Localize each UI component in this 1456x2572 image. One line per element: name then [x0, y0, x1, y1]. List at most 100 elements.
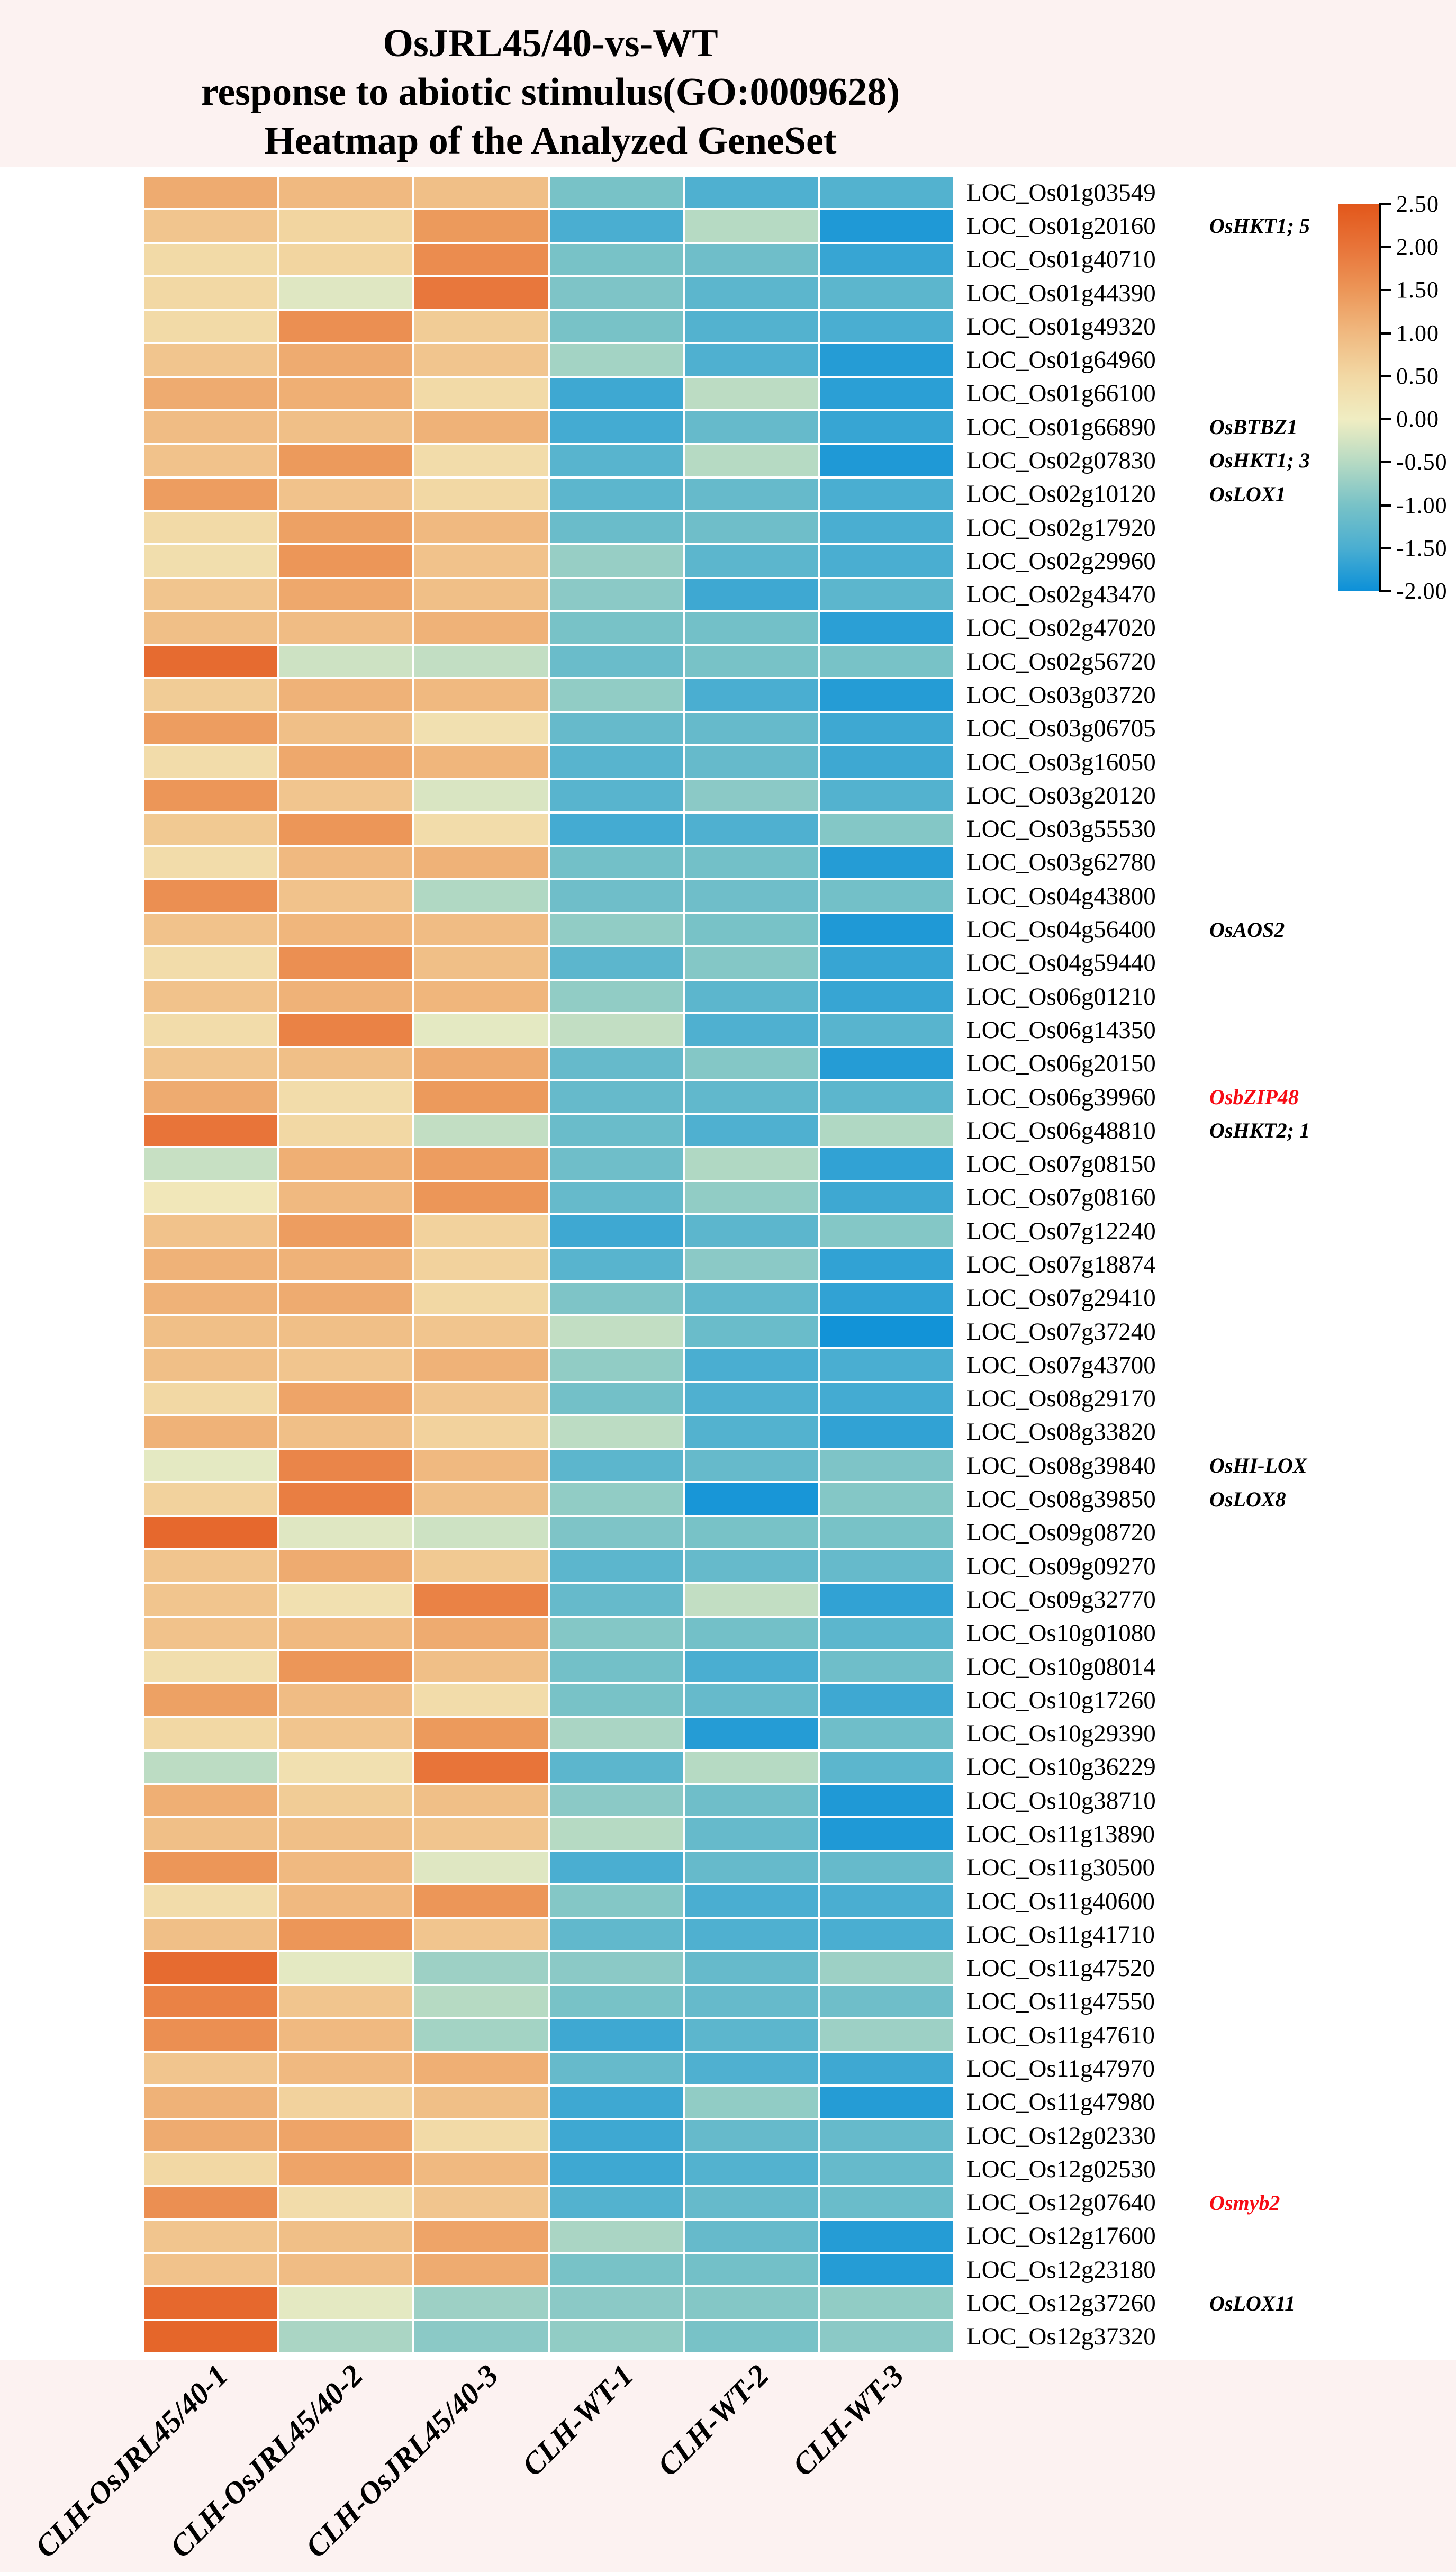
row-label: LOC_Os03g55530 [966, 815, 1156, 843]
row-label: LOC_Os01g49320 [966, 312, 1156, 340]
heatmap-cell [819, 376, 954, 411]
row-label: LOC_Os10g17260 [966, 1686, 1156, 1714]
heatmap-cell [819, 1750, 954, 1784]
heatmap-cell [819, 1851, 954, 1884]
heatmap-cell [684, 1214, 819, 1248]
heatmap-cell [819, 1683, 954, 1717]
heatmap-cell [548, 410, 684, 444]
heatmap-cell [548, 678, 684, 712]
heatmap-cell [143, 376, 278, 411]
colorbar-tick-mark [1380, 547, 1391, 549]
heatmap-cell [413, 2253, 549, 2287]
gene-annotation: OsbZIP48 [1209, 1085, 1299, 1109]
heatmap-cell [413, 1616, 549, 1650]
heatmap-cell [548, 2286, 684, 2320]
heatmap-cell [548, 176, 684, 210]
gene-annotation: OsAOS2 [1209, 917, 1285, 942]
heatmap-cell [548, 2085, 684, 2119]
heatmap-cell [413, 1583, 549, 1617]
heatmap-cell [143, 1549, 278, 1583]
row-label: LOC_Os01g40710 [966, 246, 1156, 274]
heatmap-cell [548, 477, 684, 511]
heatmap-cell [819, 1180, 954, 1215]
row-label: LOC_Os12g02530 [966, 2155, 1156, 2183]
heatmap-cell [413, 2286, 549, 2320]
heatmap-cell [278, 310, 413, 344]
heatmap-cell [143, 2320, 278, 2353]
heatmap-cell [143, 2253, 278, 2287]
colorbar-tick-mark [1380, 418, 1391, 421]
heatmap-cell [278, 1616, 413, 1650]
colorbar-spine [1379, 203, 1381, 592]
heatmap-cell [278, 1314, 413, 1349]
heatmap-cell [278, 2085, 413, 2119]
heatmap-cell [819, 1281, 954, 1315]
heatmap-cell [548, 1013, 684, 1047]
heatmap-cell [413, 2018, 549, 2052]
row-label: LOC_Os12g23180 [966, 2255, 1156, 2284]
heatmap-cell [548, 1382, 684, 1415]
gene-annotation: OsHKT1; 3 [1209, 448, 1310, 473]
heatmap-cell [684, 1080, 819, 1114]
row-label: LOC_Os08g39840 [966, 1451, 1156, 1479]
heatmap-cell [819, 879, 954, 913]
heatmap-cell [548, 1180, 684, 1215]
row-label: LOC_Os03g16050 [966, 748, 1156, 776]
heatmap-cell [548, 879, 684, 913]
heatmap-cell [819, 1348, 954, 1382]
heatmap-cell [143, 913, 278, 946]
heatmap-cell [548, 343, 684, 377]
row-label: LOC_Os06g48810 [966, 1116, 1156, 1144]
heatmap-cell [548, 812, 684, 846]
heatmap-cell [819, 1918, 954, 1952]
heatmap-cell [548, 1281, 684, 1315]
heatmap-cell [143, 444, 278, 477]
heatmap-cell [684, 1918, 819, 1952]
heatmap-cell [413, 1180, 549, 1215]
heatmap-cell [684, 577, 819, 611]
heatmap-cell [278, 2320, 413, 2353]
heatmap-cell [819, 1549, 954, 1583]
heatmap-cell [413, 242, 549, 276]
row-label: LOC_Os02g56720 [966, 647, 1156, 675]
heatmap-cell [819, 2152, 954, 2186]
heatmap-cell [413, 879, 549, 913]
heatmap-cell [278, 678, 413, 712]
heatmap-cell [413, 845, 549, 880]
heatmap-cell [278, 2052, 413, 2086]
heatmap-cell [684, 980, 819, 1014]
heatmap-cell [278, 510, 413, 545]
heatmap-cell [684, 1180, 819, 1215]
page-title: OsJRL45/40-vs-WT response to abiotic sti… [106, 19, 995, 165]
heatmap-cell [819, 1951, 954, 1985]
heatmap-cell [278, 879, 413, 913]
row-label: LOC_Os08g39850 [966, 1485, 1156, 1513]
heatmap-cell [819, 1214, 954, 1248]
heatmap-cell [143, 980, 278, 1014]
heatmap-cell [548, 1784, 684, 1818]
heatmap-cell [143, 1616, 278, 1650]
heatmap-cell [413, 477, 549, 511]
heatmap-cell [684, 477, 819, 511]
row-label: LOC_Os01g20160 [966, 212, 1156, 240]
heatmap-cell [684, 946, 819, 980]
heatmap-cell [413, 645, 549, 679]
heatmap-cell [413, 678, 549, 712]
heatmap-cell [278, 2186, 413, 2219]
heatmap-cell [548, 1214, 684, 1248]
heatmap-cell [548, 1080, 684, 1114]
heatmap-cell [278, 1717, 413, 1750]
heatmap-cell [548, 444, 684, 477]
heatmap-cell [548, 845, 684, 880]
heatmap-cell [278, 1180, 413, 1215]
row-label: LOC_Os03g62780 [966, 849, 1156, 877]
heatmap-cell [143, 242, 278, 276]
heatmap-cell [819, 946, 954, 980]
heatmap-cell [819, 1449, 954, 1483]
heatmap-cell [819, 544, 954, 578]
heatmap-cell [684, 1248, 819, 1282]
heatmap-cell [143, 1214, 278, 1248]
heatmap-cell [413, 2152, 549, 2186]
heatmap-cell [819, 242, 954, 276]
row-label: LOC_Os07g08160 [966, 1184, 1156, 1212]
